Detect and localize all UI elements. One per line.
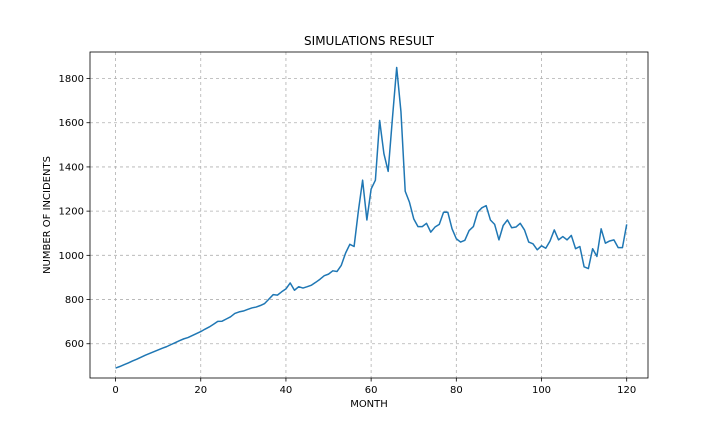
y-tick-label: 1600 [59,118,84,129]
y-tick-label: 1800 [59,74,84,85]
plot-frame [89,51,649,379]
x-tick-label: 20 [194,385,207,396]
y-tick-label: 1400 [59,162,84,173]
series-line [115,66,628,369]
y-axis-title: NUMBER OF INCIDENTS [42,156,53,274]
grid [90,52,648,378]
x-tick-label: 40 [280,385,293,396]
x-axis-title: MONTH [350,399,388,410]
x-tick-label: 60 [365,385,378,396]
y-tick-label: 1200 [59,207,84,218]
y-tick-label: 800 [65,295,84,306]
y-tick-label: 600 [65,339,84,350]
y-tick-label: 1000 [59,251,84,262]
x-tick-label: 100 [532,385,551,396]
y-axis: 600 800 1000 1200 1400 1600 1800 [59,74,90,350]
x-tick-label: 120 [617,385,636,396]
x-axis: 0 20 40 60 80 100 120 [112,378,636,396]
x-tick-label: 80 [450,385,463,396]
x-tick-label: 0 [112,385,118,396]
plot-area [115,66,628,369]
chart-title: SIMULATIONS RESULT [304,34,435,48]
